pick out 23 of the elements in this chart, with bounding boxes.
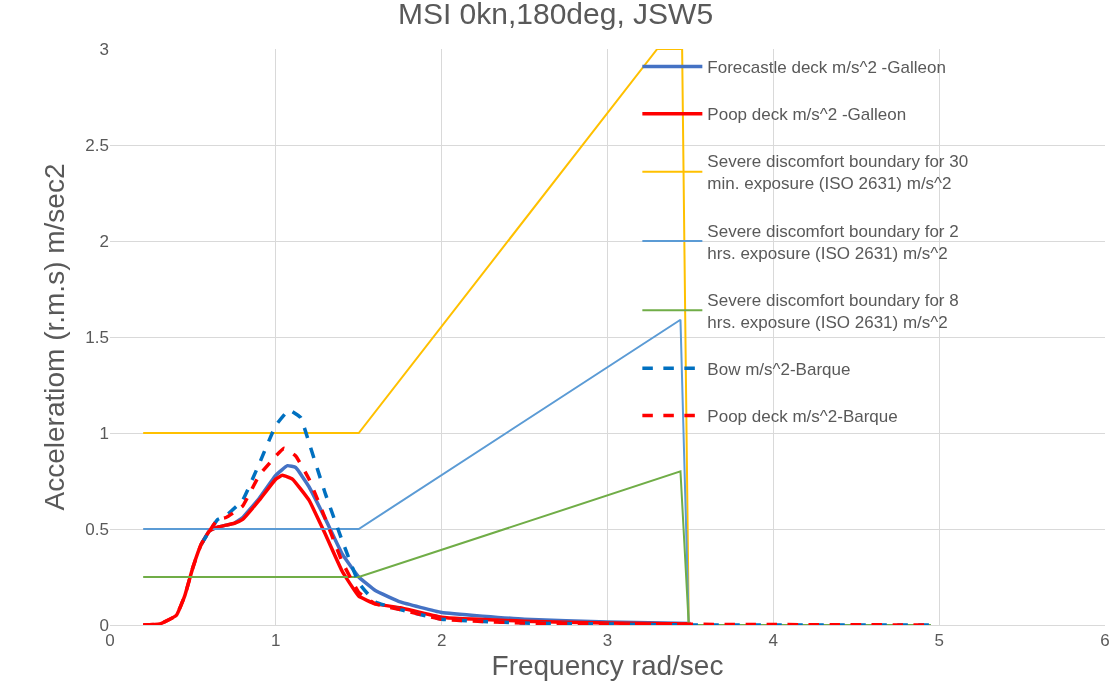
legend-label: Poop deck m/s^2-Barque: [707, 407, 898, 427]
chart-title: MSI 0kn,180deg, JSW5: [397, 0, 714, 31]
legend-label: Poop deck m/s^2 -Galleon: [707, 105, 907, 125]
legend-label: Bow m/s^2-Barque: [707, 359, 851, 379]
x-tick-label: 4: [768, 631, 779, 651]
y-tick-label: 1.5: [85, 327, 109, 347]
y-axis-title: Acceleratiom (r.m.s) m/sec2: [39, 163, 71, 511]
legend-label: Severe discomfort boundary for 2 hrs. exposure (ISO 2631) m/s^2: [707, 221, 959, 263]
x-axis-title: Frequency rad/sec: [491, 650, 724, 682]
y-tick-label: 2: [99, 231, 109, 251]
x-tick-label: 6: [1100, 631, 1110, 651]
legend-label: Forecastle deck m/s^2 -Galleon: [707, 58, 946, 78]
y-tick-label: 1: [99, 423, 109, 443]
legend-label: Severe discomfort boundary for 30 min. exposure (ISO 2631) m/s^2: [707, 152, 969, 194]
y-tick-label: 3: [99, 39, 109, 59]
y-tick-label: 2.5: [85, 135, 109, 155]
y-tick-label: 0: [99, 615, 109, 635]
x-tick-label: 2: [436, 631, 447, 651]
x-tick-label: 3: [602, 631, 613, 651]
x-tick-label: 5: [934, 631, 944, 651]
legend-label: Severe discomfort boundary for 8 hrs. exposure (ISO 2631) m/s^2: [707, 290, 959, 332]
x-tick-label: 1: [271, 631, 281, 651]
y-tick-label: 0.5: [85, 519, 109, 539]
